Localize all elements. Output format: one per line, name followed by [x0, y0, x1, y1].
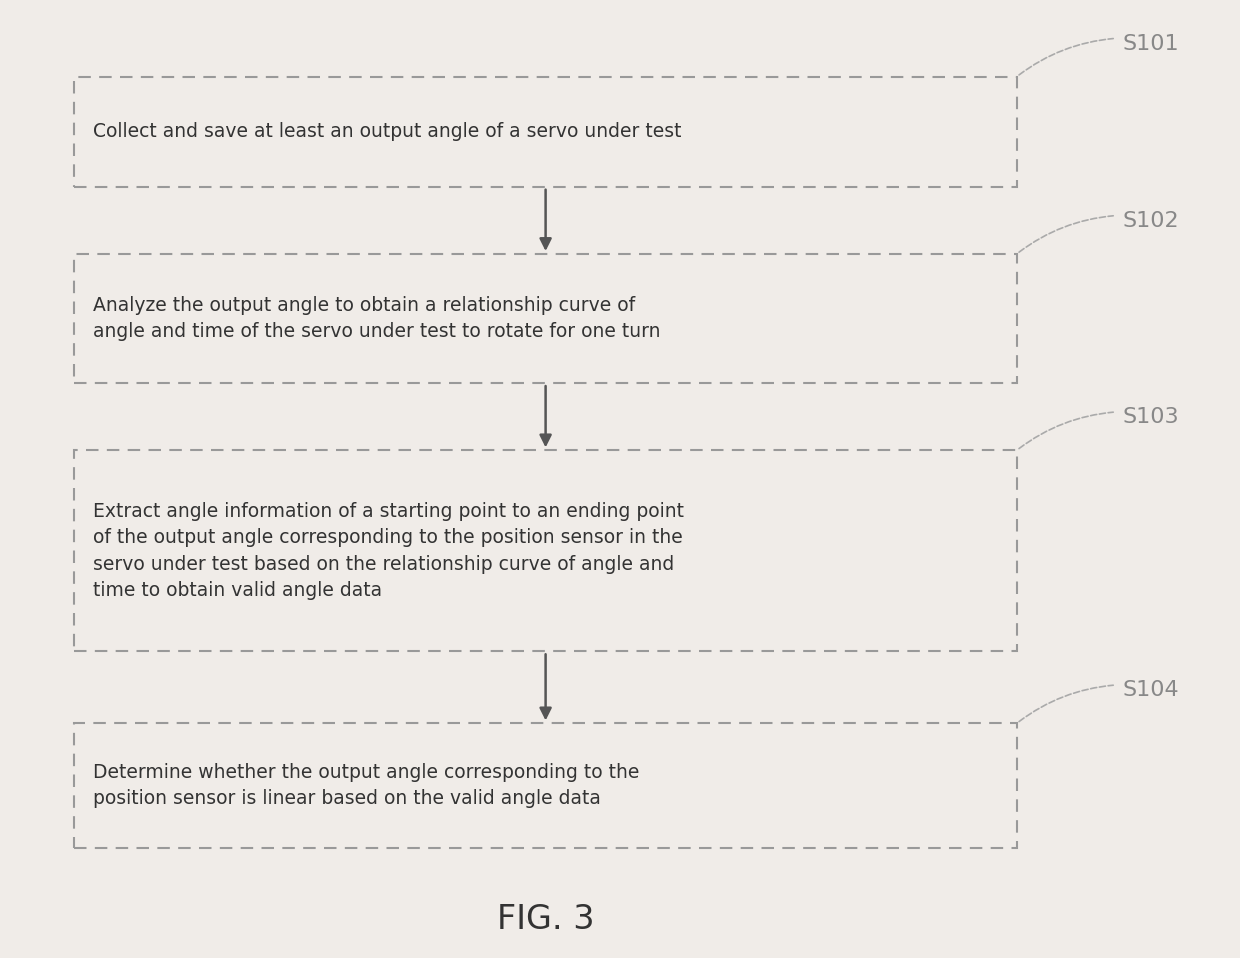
Text: Extract angle information of a starting point to an ending point
of the output a: Extract angle information of a starting …: [93, 502, 684, 600]
Bar: [74, 723, 1017, 848]
Text: S102: S102: [1122, 211, 1179, 231]
Text: Determine whether the output angle corresponding to the
position sensor is linea: Determine whether the output angle corre…: [93, 763, 640, 809]
Bar: [74, 77, 1017, 187]
Text: Analyze the output angle to obtain a relationship curve of
angle and time of the: Analyze the output angle to obtain a rel…: [93, 296, 661, 341]
Text: Collect and save at least an output angle of a servo under test: Collect and save at least an output angl…: [93, 123, 682, 141]
Bar: [74, 450, 1017, 651]
Text: FIG. 3: FIG. 3: [497, 903, 594, 936]
Text: S103: S103: [1122, 407, 1179, 427]
Text: S104: S104: [1122, 680, 1179, 700]
Bar: [74, 254, 1017, 383]
Text: S101: S101: [1122, 34, 1179, 54]
